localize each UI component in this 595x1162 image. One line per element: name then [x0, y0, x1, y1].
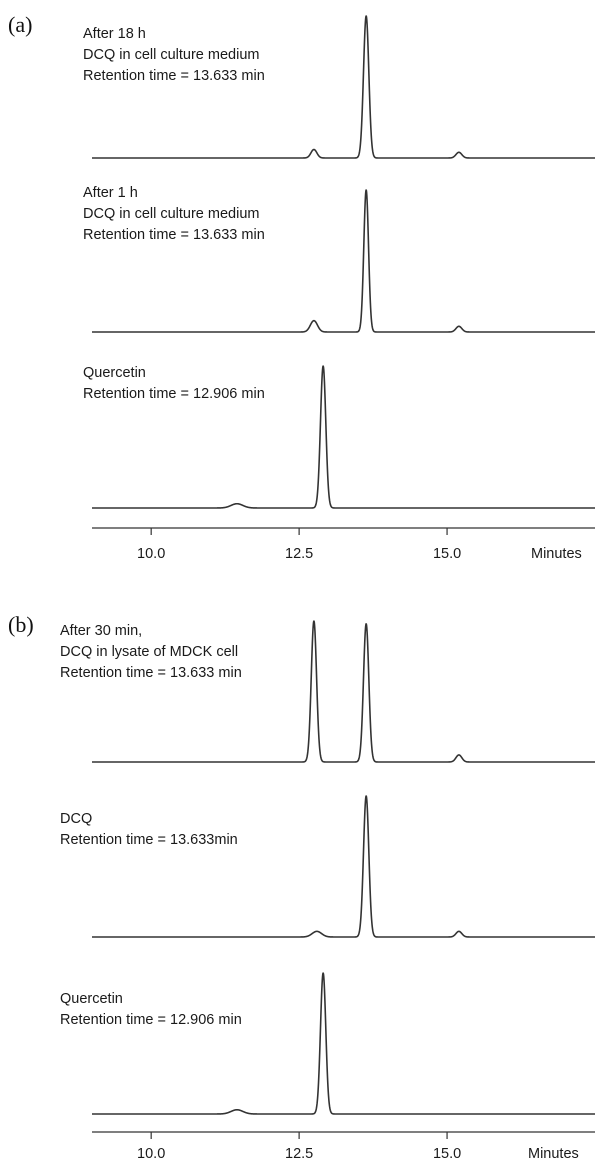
panel-letter: (a): [8, 12, 32, 37]
x-tick-label: 12.5: [285, 546, 313, 562]
chromatogram-trace: [91, 189, 595, 333]
trace-label-line: DCQ: [60, 811, 92, 827]
x-axis-label: Minutes: [528, 1146, 579, 1162]
trace-label-line: Retention time = 12.906 min: [60, 1012, 242, 1028]
chromatogram-trace: [91, 620, 595, 763]
trace-label-line: Retention time = 13.633 min: [83, 227, 265, 243]
x-tick-label: 10.0: [137, 1146, 165, 1162]
panel-letter: (b): [8, 612, 34, 637]
trace-label-line: After 30 min,: [60, 623, 142, 639]
chromatogram-trace: [91, 365, 595, 509]
trace-label-line: Retention time = 13.633 min: [83, 68, 265, 84]
x-tick-label: 10.0: [137, 546, 165, 562]
x-tick-label: 15.0: [433, 546, 461, 562]
trace-label-line: After 1 h: [83, 185, 138, 201]
x-tick-label: 15.0: [433, 1146, 461, 1162]
x-axis-label: Minutes: [531, 546, 582, 562]
trace-label-line: Quercetin: [83, 365, 146, 381]
trace-label-line: DCQ in cell culture medium: [83, 47, 259, 63]
trace-label-line: DCQ in lysate of MDCK cell: [60, 644, 238, 660]
chart-panel-b: (b) After 30 min, DCQ in lysate of MDCK ce…: [8, 612, 595, 1162]
x-tick-label: 12.5: [285, 1146, 313, 1162]
trace-label-line: Retention time = 13.633 min: [60, 665, 242, 681]
chromatogram-trace: [91, 795, 595, 938]
trace-label-line: Retention time = 13.633min: [60, 832, 238, 848]
trace-label-line: After 18 h: [83, 26, 146, 42]
chromatogram-trace: [91, 972, 595, 1115]
trace-label-line: DCQ in cell culture medium: [83, 206, 259, 222]
trace-label-line: Retention time = 12.906 min: [83, 386, 265, 402]
trace-label-line: Quercetin: [60, 991, 123, 1007]
chromatogram-trace: [91, 15, 595, 159]
chart-panel-a: (a) After 18 h DCQ in cell culture medium R…: [8, 12, 595, 562]
